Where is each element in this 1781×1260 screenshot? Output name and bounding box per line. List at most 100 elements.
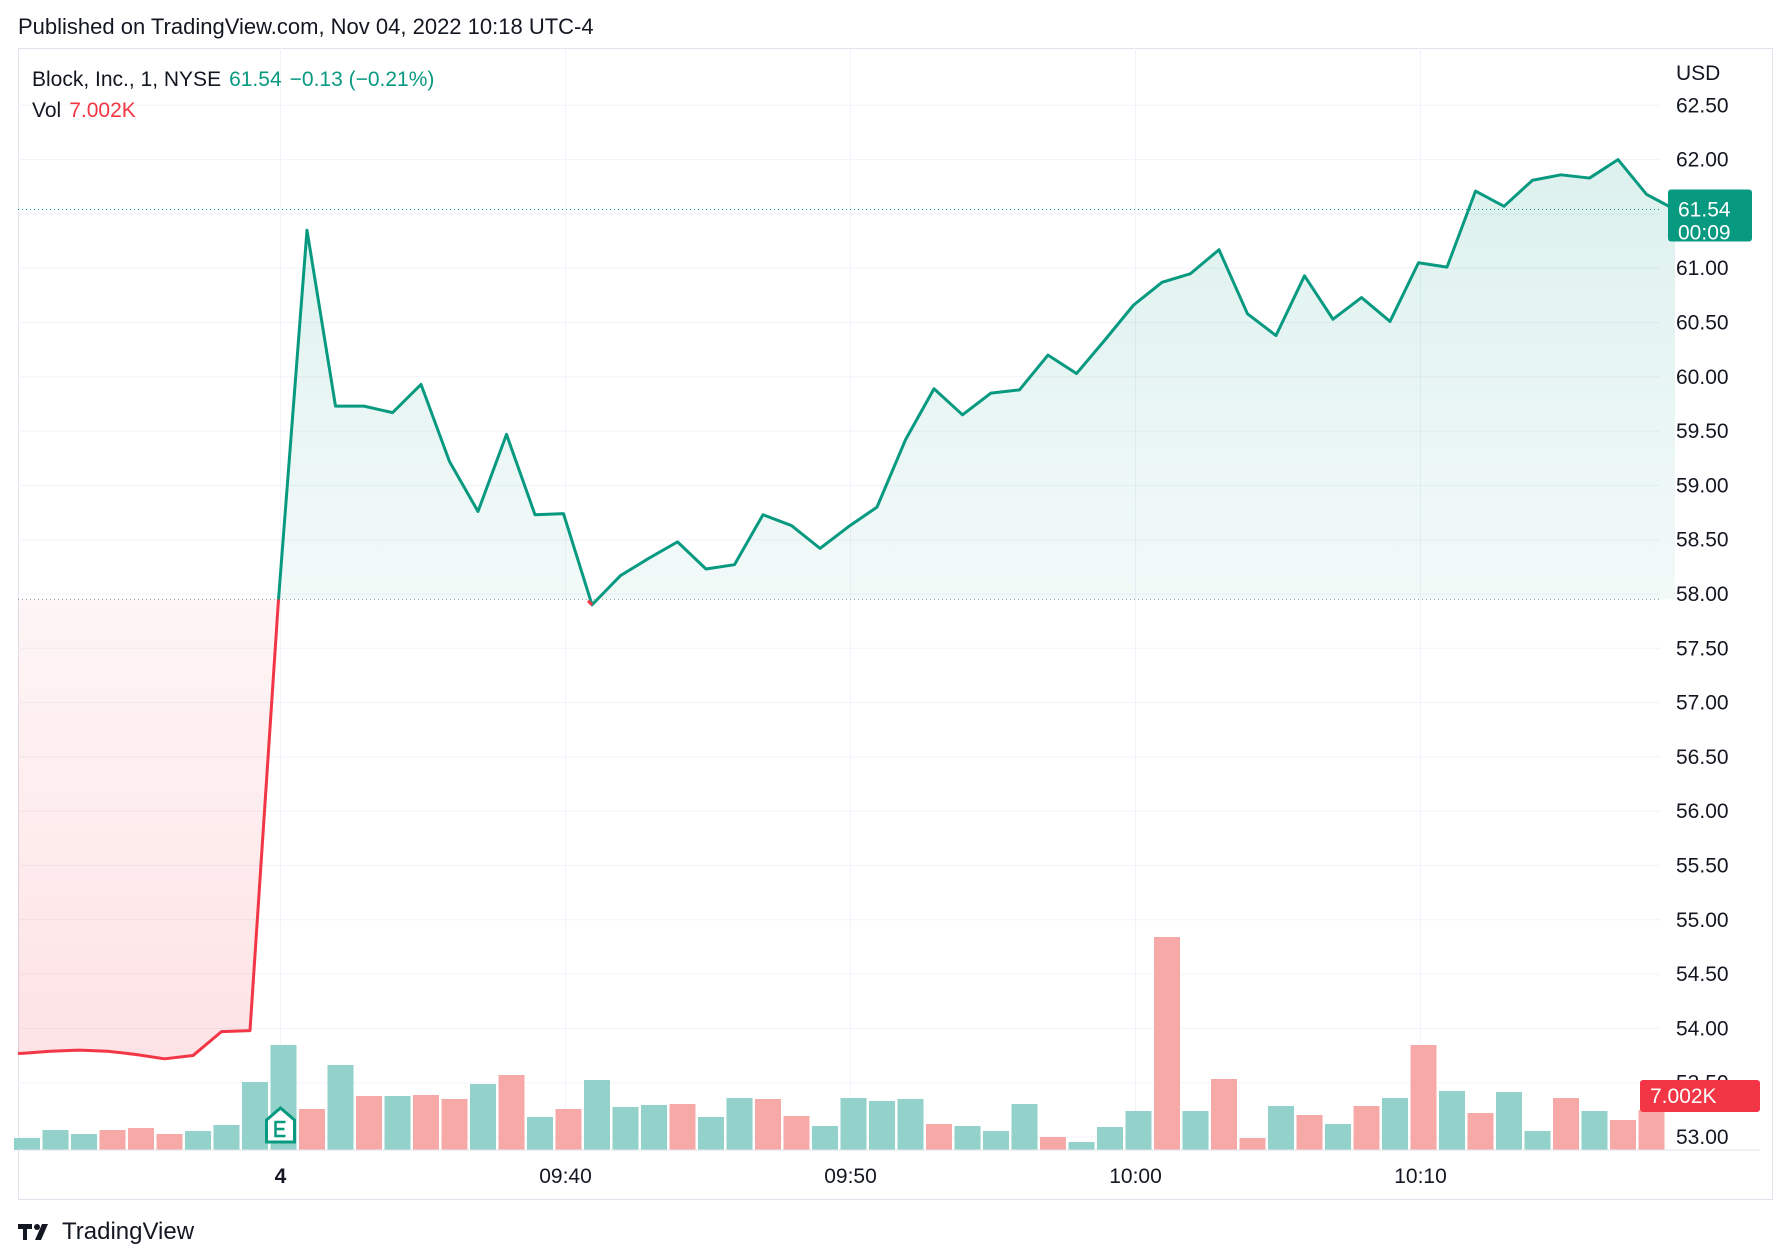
y-tick-14: 55.50 — [1676, 855, 1729, 878]
volume-bar-16 — [470, 1084, 496, 1150]
volume-bar-24 — [698, 1117, 724, 1150]
y-tick-8: 58.50 — [1676, 529, 1729, 552]
volume-bar-48 — [1382, 1098, 1408, 1150]
price-change: −0.13 (−0.21%) — [289, 68, 435, 91]
y-tick-6: 59.50 — [1676, 420, 1729, 443]
volume-bar-10 — [299, 1109, 325, 1150]
y-tick-0: 62.50 — [1676, 94, 1729, 117]
earnings-marker-icon[interactable] — [265, 1106, 296, 1144]
volume-bar-18 — [527, 1117, 553, 1150]
volume-bar-50 — [1439, 1091, 1465, 1150]
volume-bar-31 — [897, 1099, 924, 1150]
volume-bar-57 — [1638, 1110, 1665, 1150]
volume-bar-29 — [840, 1098, 867, 1150]
volume-bar-54 — [1553, 1098, 1579, 1150]
y-tick-16: 54.50 — [1676, 963, 1729, 986]
legend: Block, Inc., 1, NYSE 61.54 −0.13 (−0.21%) … — [32, 64, 434, 126]
volume-bar-3 — [99, 1130, 126, 1150]
volume-bar-47 — [1353, 1106, 1380, 1150]
volume-bar-0 — [14, 1138, 40, 1150]
y-tick-4: 60.50 — [1676, 312, 1729, 335]
volume-bar-17 — [498, 1075, 525, 1150]
volume-bars — [14, 937, 1665, 1150]
time-axis[interactable]: 4 09:40 09:50 10:00 10:10 — [18, 1149, 1760, 1188]
volume-bar-28 — [812, 1126, 838, 1150]
volume-bar-19 — [555, 1109, 582, 1150]
volume-bar-52 — [1496, 1092, 1522, 1150]
volume-bar-20 — [584, 1080, 610, 1150]
volume-bar-27 — [783, 1116, 810, 1150]
volume-bar-32 — [926, 1124, 952, 1150]
markers — [265, 1106, 296, 1144]
last-price: 61.54 — [229, 68, 282, 91]
volume-bar-22 — [641, 1105, 667, 1150]
volume-value: 7.002K — [69, 99, 136, 122]
last-price-tag-value: 61.54 — [1678, 199, 1731, 222]
volume-bar-42 — [1211, 1079, 1237, 1150]
volume-bar-56 — [1610, 1120, 1636, 1150]
volume-bar-11 — [327, 1065, 354, 1150]
y-tick-17: 54.00 — [1676, 1017, 1729, 1040]
volume-bar-1 — [42, 1130, 69, 1150]
y-tick-5: 60.00 — [1676, 366, 1729, 389]
y-tick-10: 57.50 — [1676, 637, 1729, 660]
tradingview-logo-icon — [18, 1224, 48, 1240]
up-area — [278, 159, 1675, 605]
last-price-tag — [1668, 189, 1752, 242]
price-line — [18, 158, 1676, 1061]
volume-bar-43 — [1239, 1138, 1266, 1150]
volume-bar-26 — [755, 1099, 781, 1150]
published-caption: Published on TradingView.com, Nov 04, 20… — [18, 14, 594, 39]
y-tick-1: 62.00 — [1676, 149, 1729, 172]
y-tick-9: 58.00 — [1676, 583, 1729, 606]
y-tick-19: 53.00 — [1676, 1126, 1729, 1149]
legend-row-volume: Vol 7.002K — [32, 95, 434, 126]
volume-bar-35 — [1011, 1104, 1038, 1150]
volume-bar-39 — [1125, 1111, 1152, 1150]
volume-bar-55 — [1581, 1111, 1608, 1150]
x-tick-1: 09:40 — [539, 1165, 592, 1188]
volume-bar-45 — [1296, 1115, 1323, 1150]
bar-countdown: 00:09 — [1678, 222, 1731, 245]
y-tick-12: 56.50 — [1676, 746, 1729, 769]
x-tick-4: 10:10 — [1394, 1165, 1447, 1188]
volume-bar-4 — [128, 1128, 154, 1150]
symbol-name[interactable]: Block, Inc., 1, NYSE — [32, 68, 222, 91]
y-tick-13: 56.00 — [1676, 800, 1729, 823]
volume-bar-44 — [1268, 1106, 1294, 1150]
volume-bar-6 — [185, 1131, 211, 1150]
y-tick-11: 57.00 — [1676, 692, 1729, 715]
volume-bar-49 — [1410, 1045, 1437, 1150]
volume-bar-8 — [242, 1082, 268, 1150]
volume-bar-38 — [1097, 1127, 1123, 1150]
volume-bar-46 — [1325, 1124, 1351, 1150]
volume-bar-23 — [669, 1104, 696, 1150]
x-tick-3: 10:00 — [1109, 1165, 1162, 1188]
volume-bar-7 — [213, 1125, 240, 1150]
price-line-above-base — [277, 158, 1676, 607]
volume-bar-53 — [1524, 1131, 1551, 1150]
volume-label: Vol — [32, 99, 62, 122]
x-tick-2: 09:50 — [824, 1165, 877, 1188]
volume-bar-40 — [1154, 937, 1180, 1150]
volume-bar-12 — [356, 1096, 382, 1150]
volume-bar-36 — [1040, 1137, 1066, 1150]
volume-bar-51 — [1467, 1113, 1494, 1150]
brand-name: TradingView — [62, 1218, 195, 1245]
volume-bar-33 — [954, 1126, 981, 1150]
down-area — [18, 599, 279, 1059]
tradingview-logo[interactable]: TradingView — [18, 1218, 194, 1246]
y-tick-15: 55.00 — [1676, 909, 1729, 932]
volume-bar-41 — [1182, 1111, 1209, 1150]
y-tick-3: 61.00 — [1676, 257, 1729, 280]
volume-bar-14 — [413, 1095, 439, 1150]
volume-bar-21 — [612, 1107, 639, 1150]
y-tick-7: 59.00 — [1676, 474, 1729, 497]
price-line-below-base — [18, 599, 280, 1061]
price-axis[interactable]: USD62.5062.0061.5061.0060.5060.0059.5059… — [1640, 62, 1760, 1149]
x-tick-0: 4 — [275, 1165, 287, 1188]
legend-row-symbol: Block, Inc., 1, NYSE 61.54 −0.13 (−0.21%) — [32, 64, 434, 95]
volume-bar-2 — [71, 1134, 97, 1150]
price-dip-segment — [586, 599, 594, 606]
